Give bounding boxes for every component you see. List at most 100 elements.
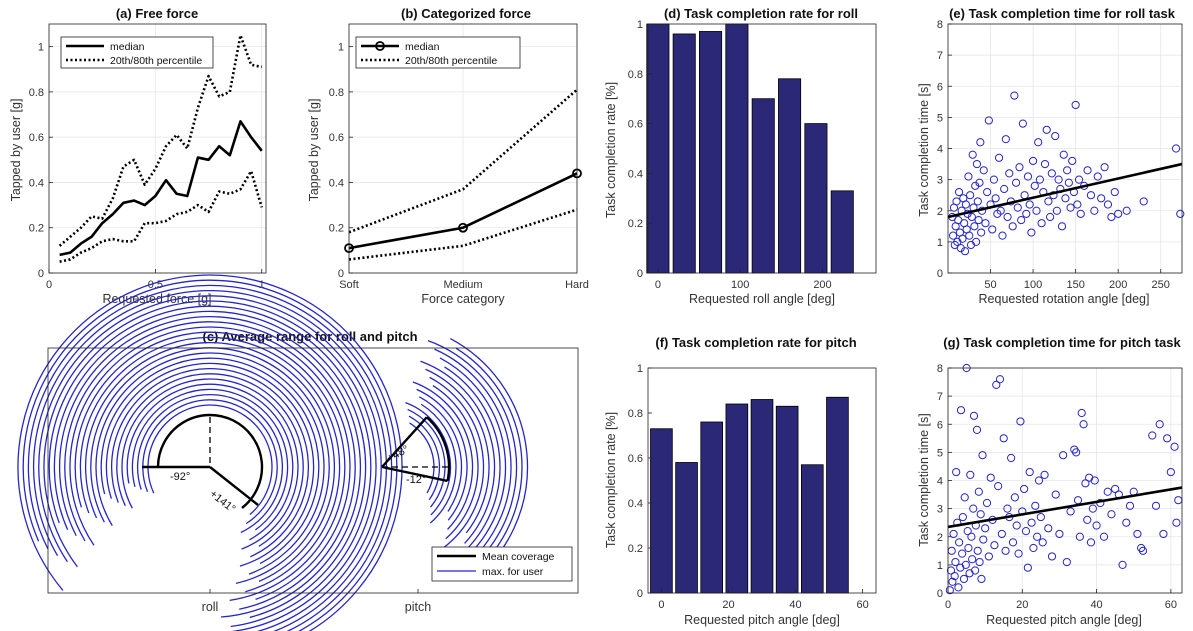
scatter-point <box>959 574 969 584</box>
panel-f-ytick-label: 0.2 <box>628 543 643 555</box>
panel-b-categorized-force: (b) Categorized force 0 0.2 0.4 0.6 0.8 1 Soft… <box>307 6 589 306</box>
scatter-point <box>990 541 999 550</box>
panel-e-xtick-label: 50 <box>984 279 996 291</box>
scatter-point <box>958 234 967 243</box>
series-line-2 <box>59 169 263 263</box>
panel-a-ytick-label: 0.4 <box>29 177 44 189</box>
pitch-user-max-arc <box>412 381 474 530</box>
scatter-point <box>1035 175 1044 184</box>
panel-e-ylabel: Task completion time [s] <box>917 83 931 216</box>
scatter-point <box>1025 467 1034 477</box>
panel-g-ylabel: Task completion time [s] <box>917 413 931 546</box>
scatter-point <box>1034 476 1044 485</box>
scatter-point <box>1014 549 1023 558</box>
roll-user-max-arc <box>33 290 388 631</box>
panel-f-ytick-label: 1 <box>637 363 643 375</box>
scatter-point <box>958 549 967 558</box>
panel-e-ytick-label: 6 <box>937 81 943 93</box>
pitch-user-max-arc <box>408 415 441 501</box>
scatter-point <box>1155 420 1164 429</box>
pitch-user-max-arc <box>444 366 501 555</box>
scatter-point <box>1031 501 1040 510</box>
scatter-point <box>1114 209 1123 218</box>
panel-e-roll-completion-time: (e) Task completion time for roll task 0… <box>917 6 1185 306</box>
scatter-point <box>982 498 992 508</box>
series-line-0 <box>348 172 578 250</box>
scatter-point <box>1005 169 1014 178</box>
legend-max-user-label: max. for user <box>482 566 544 578</box>
scatter-point <box>972 159 982 169</box>
scatter-point <box>1073 200 1082 209</box>
pitch-user-max-arc <box>419 396 463 512</box>
scatter-point <box>1017 215 1026 225</box>
panel-a-legend: median 20th/80th percentile <box>60 36 214 69</box>
panel-g-ytick-label: 3 <box>937 504 943 516</box>
scatter-point <box>1071 100 1080 110</box>
panel-d-roll-completion-rate: (d) Task completion rate for roll 0 0.2 0.… <box>604 6 877 306</box>
series-line-2 <box>348 208 578 261</box>
roll-user-max-arc <box>131 388 289 531</box>
scatter-point <box>965 231 974 240</box>
scatter-point <box>1090 476 1099 485</box>
scatter-point <box>1036 512 1045 522</box>
scatter-point <box>1008 538 1018 547</box>
panel-b-axes-box <box>348 23 578 274</box>
scatter-point <box>1020 484 1029 494</box>
roll-user-max-arc <box>64 321 356 610</box>
scatter-point <box>1107 212 1116 222</box>
panel-c-legend: Mean coverage max. for user <box>431 546 573 582</box>
scatter-point <box>967 212 976 222</box>
scatter-point <box>1090 206 1099 215</box>
scatter-point <box>988 225 997 234</box>
scatter-point <box>1125 501 1135 510</box>
scatter-point <box>1072 448 1081 457</box>
scatter-point <box>1083 166 1092 175</box>
scatter-point <box>971 566 980 575</box>
scatter-point <box>1055 529 1064 539</box>
scatter-point <box>1040 159 1050 169</box>
panel-f-xtick-label: 20 <box>722 599 734 611</box>
legend-percentile-label: 20th/80th percentile <box>110 55 202 67</box>
scatter-point <box>977 228 986 237</box>
scatter-point <box>1172 518 1181 527</box>
scatter-point <box>1118 560 1127 569</box>
scatter-point <box>1037 219 1046 228</box>
panel-b-category-label: Hard <box>565 279 589 291</box>
roll-user-max-arc <box>90 347 330 584</box>
panel-d-title: (d) Task completion rate for roll <box>664 6 858 21</box>
legend-median-marker <box>375 41 385 51</box>
scatter-point <box>968 555 977 564</box>
panel-e-ytick-label: 0 <box>937 268 943 280</box>
scatter-point <box>975 557 984 567</box>
scatter-point <box>1174 496 1183 505</box>
bar <box>725 23 749 274</box>
panel-d-ytick-label: 0.4 <box>628 168 643 180</box>
scatter-point <box>1064 178 1073 187</box>
panel-g-axes-box <box>947 367 1183 594</box>
panel-e-xtick-label: 150 <box>1066 279 1084 291</box>
scatter-point <box>954 583 963 592</box>
pitch-user-max-arc <box>416 388 468 521</box>
panel-d-xtick-label: 200 <box>813 279 831 291</box>
pitch-up-angle-label: +48° <box>385 444 411 465</box>
bar <box>804 123 828 274</box>
panel-d-ytick-label: 0.2 <box>628 218 643 230</box>
scatter-point <box>1051 131 1060 141</box>
pitch-user-max-arc <box>405 402 452 516</box>
pitch-down-angle-label: -12° <box>406 474 426 486</box>
scatter-point <box>1066 203 1075 212</box>
roll-right-angle-label: +141° <box>207 488 237 515</box>
bar <box>700 421 724 594</box>
scatter-point <box>1099 532 1109 541</box>
panel-a-ylabel: Tapped by user [g] <box>9 99 23 202</box>
scatter-point <box>1046 212 1055 222</box>
legend-mean-coverage-label: Mean coverage <box>482 551 555 563</box>
roll-user-max-arc <box>69 326 351 600</box>
scatter-point <box>1001 546 1010 555</box>
scatter-point <box>974 487 983 496</box>
scatter-point <box>1062 557 1071 567</box>
scatter-point <box>1027 228 1036 237</box>
pitch-user-max-arc <box>420 360 496 544</box>
scatter-point <box>1092 521 1101 530</box>
